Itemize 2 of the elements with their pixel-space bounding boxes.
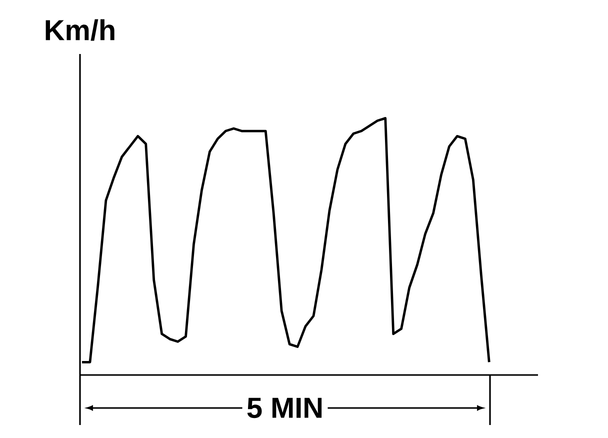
text: 5 MIN [247, 398, 322, 418]
y-axis-title: Km/h [46, 19, 114, 41]
